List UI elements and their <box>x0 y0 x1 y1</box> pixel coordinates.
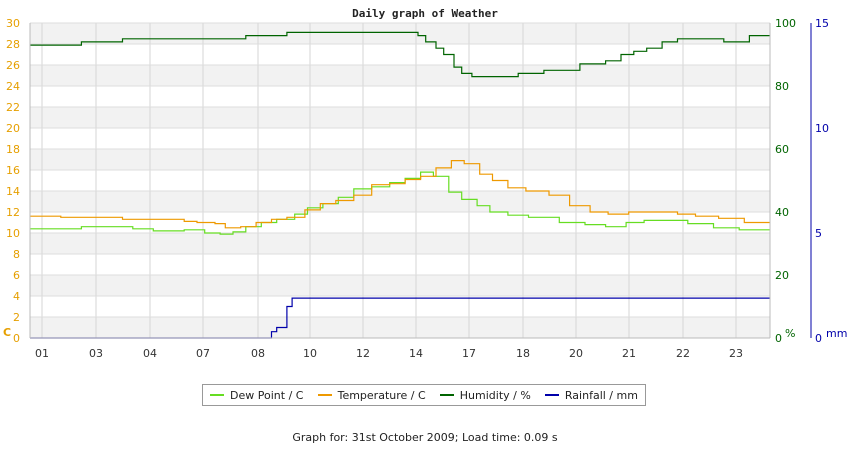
legend-label-rainfall: Rainfall / mm <box>564 388 638 402</box>
x-tick-label: 20 <box>569 347 583 360</box>
y-axis-unit-temperature: C <box>3 326 11 339</box>
plot-band <box>30 65 770 86</box>
footer-status: Graph for: 31st October 2009; Load time:… <box>292 431 558 444</box>
plot-band <box>30 107 770 128</box>
y-tick-label-temperature: 24 <box>6 80 20 93</box>
plot-band <box>30 254 770 275</box>
y-tick-label-temperature: 6 <box>13 269 20 282</box>
y-tick-label-humidity: 100 <box>775 17 796 30</box>
legend-item-dew-point: Dew Point / C <box>210 389 303 402</box>
legend-swatch-dew-point <box>210 394 225 396</box>
legend-label-humidity: Humidity / % <box>459 388 531 402</box>
x-tick-label: 04 <box>143 347 157 360</box>
y-tick-label-humidity: 40 <box>775 206 789 219</box>
y-tick-label-rainfall: 10 <box>815 122 829 135</box>
y-tick-label-temperature: 18 <box>6 143 20 156</box>
y-axis-unit-humidity: % <box>785 327 795 340</box>
y-tick-label-temperature: 26 <box>6 59 20 72</box>
series-line-humidity <box>30 31 770 78</box>
y-tick-label-temperature: 2 <box>13 311 20 324</box>
plot-band <box>30 191 770 212</box>
grid-lines <box>30 22 770 339</box>
plot-band <box>30 317 770 338</box>
x-tick-label: 03 <box>89 347 103 360</box>
y-tick-label-temperature: 0 <box>13 332 20 345</box>
plot-band <box>30 275 770 296</box>
x-tick-label: 07 <box>196 347 210 360</box>
x-tick-label: 17 <box>462 347 476 360</box>
y-tick-label-temperature: 20 <box>6 122 20 135</box>
legend: Dew Point / C Temperature / C Humidity /… <box>202 384 646 406</box>
y-tick-label-temperature: 16 <box>6 164 20 177</box>
axes <box>29 23 812 339</box>
series-line-dew <box>30 171 770 235</box>
legend-item-humidity: Humidity / % <box>439 388 531 402</box>
y-tick-label-temperature: 4 <box>13 290 20 303</box>
x-tick-label: 01 <box>35 347 49 360</box>
x-tick-label: 23 <box>729 347 743 360</box>
legend-label-dew-point: Dew Point / C <box>230 388 304 402</box>
y-tick-label-humidity: 20 <box>775 269 789 282</box>
y-tick-label-rainfall: 5 <box>815 227 822 240</box>
legend-swatch-humidity <box>439 394 454 396</box>
y-tick-label-temperature: 10 <box>6 227 20 240</box>
y-tick-label-humidity: 80 <box>775 80 789 93</box>
y-tick-label-temperature: 14 <box>6 185 20 198</box>
x-tick-label: 08 <box>251 347 265 360</box>
y-tick-label-temperature: 30 <box>6 17 20 30</box>
y-axis-unit-rainfall: mm <box>826 327 847 340</box>
plot-band <box>30 44 770 65</box>
plot-band <box>30 170 770 191</box>
x-tick-label: 12 <box>356 347 370 360</box>
legend-label-temperature: Temperature / C <box>337 388 426 402</box>
y-tick-label-rainfall: 0 <box>815 332 822 345</box>
plot-band <box>30 23 770 44</box>
y-tick-label-temperature: 28 <box>6 38 20 51</box>
plot-band <box>30 233 770 254</box>
legend-item-rainfall: Rainfall / mm <box>544 388 638 402</box>
y-tick-label-rainfall: 15 <box>815 17 829 30</box>
y-tick-label-humidity: 0 <box>775 332 782 345</box>
y-tick-label-temperature: 12 <box>6 206 20 219</box>
plot-band <box>30 296 770 317</box>
x-tick-label: 21 <box>622 347 636 360</box>
x-tick-label: 10 <box>303 347 317 360</box>
chart-title: Daily graph of Weather <box>352 7 498 20</box>
plot-band <box>30 149 770 170</box>
series-line-temperature <box>30 160 770 229</box>
plot-band <box>30 86 770 107</box>
x-tick-label: 18 <box>516 347 530 360</box>
y-tick-label-temperature: 8 <box>13 248 20 261</box>
legend-swatch-temperature <box>317 394 332 396</box>
plot-band <box>30 128 770 149</box>
plot-band <box>30 212 770 233</box>
y-tick-label-temperature: 22 <box>6 101 20 114</box>
x-tick-label: 14 <box>409 347 423 360</box>
x-tick-label: 22 <box>676 347 690 360</box>
legend-swatch-rainfall <box>544 394 559 396</box>
plot-background <box>30 23 770 338</box>
y-tick-label-humidity: 60 <box>775 143 789 156</box>
legend-item-temperature: Temperature / C <box>317 388 426 402</box>
